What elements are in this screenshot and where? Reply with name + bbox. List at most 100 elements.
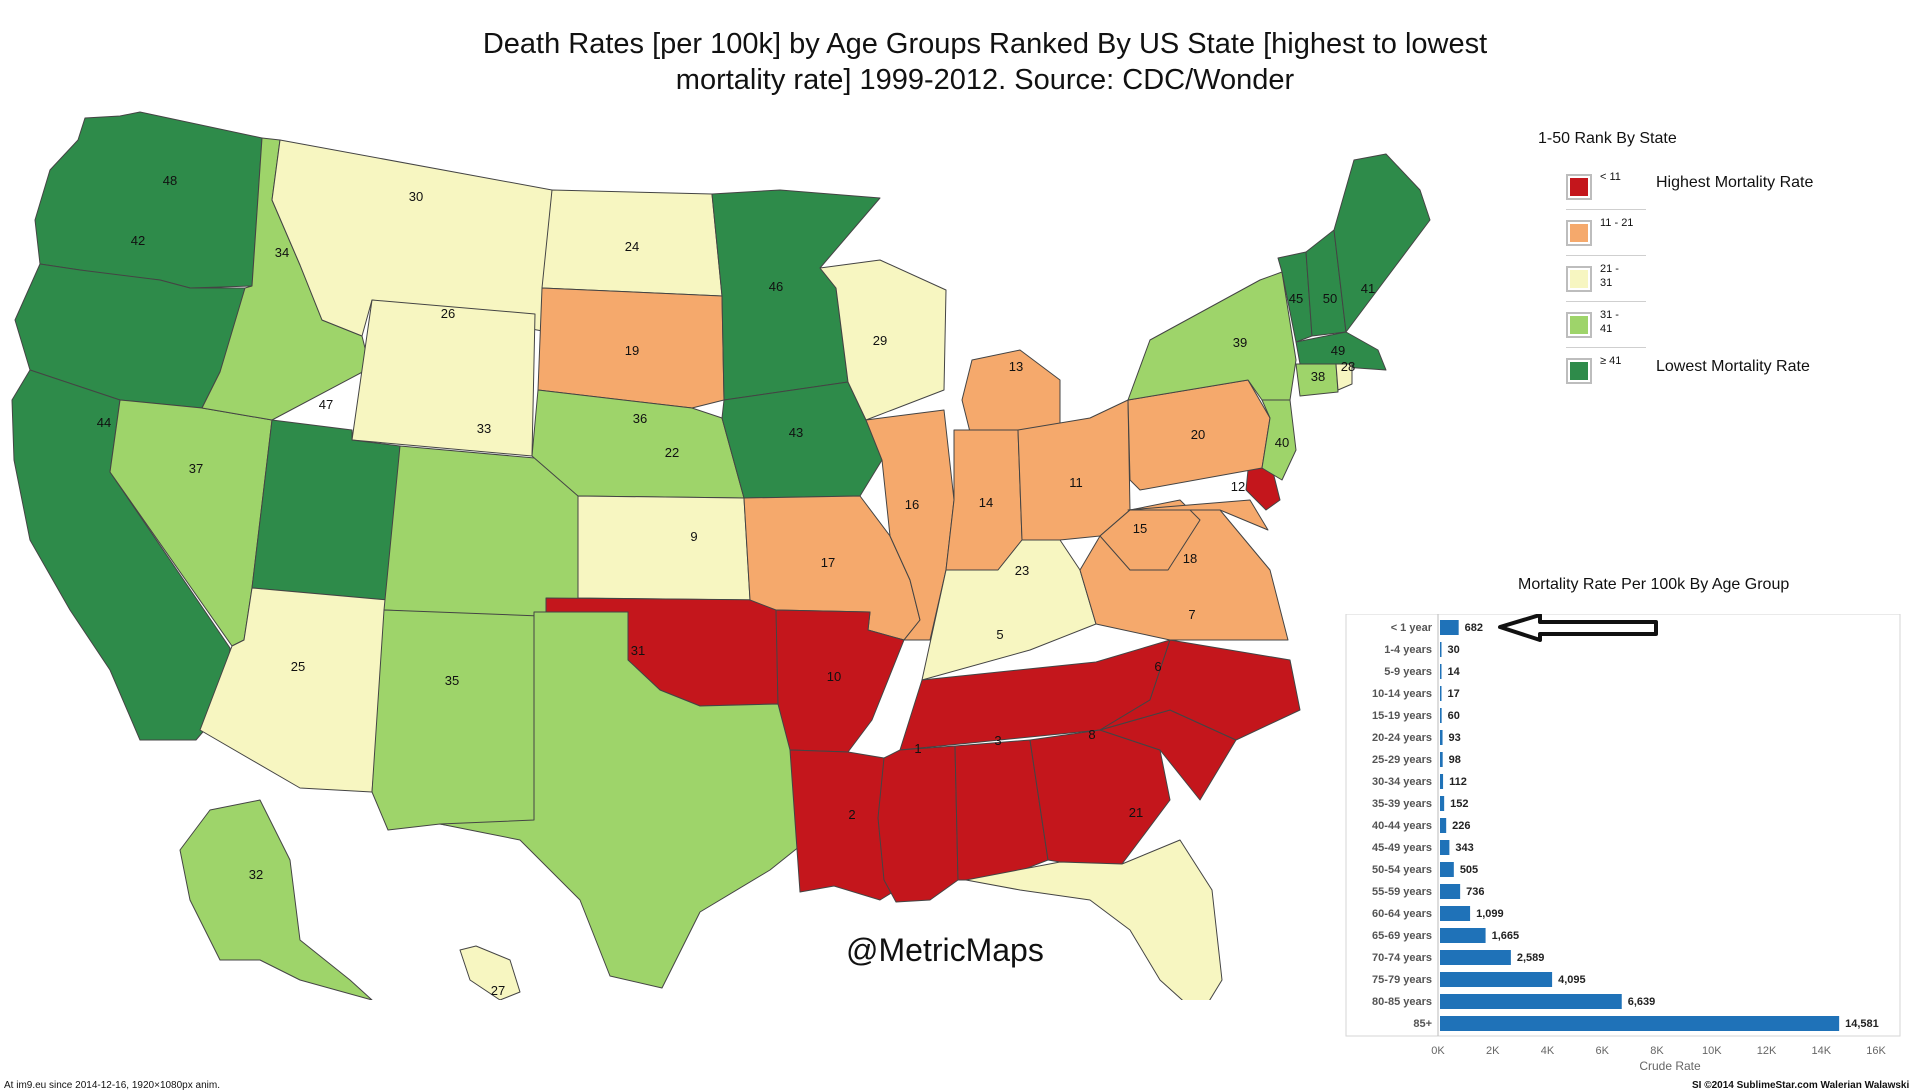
state-rank-arkansas: 10 [827, 669, 841, 684]
bar [1440, 752, 1443, 767]
legend-item: < 11 Highest Mortality Rate [1566, 168, 1866, 212]
x-tick-label: 6K [1596, 1045, 1610, 1057]
bar-value-label: 1,665 [1492, 930, 1520, 942]
bar-chart-title: Mortality Rate Per 100k By Age Group [1518, 576, 1790, 593]
state-south-dakota [537, 287, 725, 409]
state-rank-maine: 41 [1361, 281, 1375, 296]
legend-swatch [1566, 312, 1592, 338]
state-georgia [1029, 729, 1171, 865]
state-rank-washington: 48 [163, 173, 177, 188]
annotation-arrow [1498, 614, 1658, 642]
bar-category-label: 10-14 years [1372, 688, 1432, 700]
state-new-mexico [371, 609, 541, 841]
legend-range: ≥ 41 [1600, 355, 1622, 367]
bar-value-label: 226 [1452, 820, 1470, 832]
legend-item: 11 - 21 [1566, 209, 1866, 258]
bar-value-label: 112 [1449, 776, 1467, 788]
bar-category-label: 20-24 years [1372, 732, 1432, 744]
x-tick-label: 10K [1702, 1045, 1722, 1057]
bar-value-label: 93 [1449, 732, 1461, 744]
state-west-virginia [1099, 499, 1201, 571]
state-rank-hawaii: 27 [491, 983, 505, 998]
legend-swatch [1566, 220, 1592, 246]
state-arkansas [775, 609, 905, 753]
bar [1440, 906, 1471, 921]
state-rank-new-york: 39 [1233, 335, 1247, 350]
footer-right: SI ©2014 SublimeStar.com Walerian Walaws… [1692, 1080, 1910, 1091]
state-rank-south-carolina: 6 [1154, 659, 1161, 674]
bar-value-label: 4,095 [1558, 974, 1586, 986]
bar-category-label: 65-69 years [1372, 930, 1432, 942]
bar-value-label: 98 [1449, 754, 1461, 766]
state-texas [439, 611, 811, 989]
state-rank-nevada: 37 [189, 461, 203, 476]
state-kansas [577, 495, 751, 601]
state-rank-alabama: 3 [994, 733, 1001, 748]
legend-item: ≥ 41 Lowest Mortality Rate [1566, 347, 1866, 396]
x-tick-label: 4K [1541, 1045, 1555, 1057]
watermark: @MetricMaps [846, 932, 1044, 968]
bar [1440, 862, 1454, 877]
state-rank-vermont: 45 [1289, 291, 1303, 306]
bar-value-label: 14,581 [1845, 1018, 1879, 1030]
bar-category-label: 60-64 years [1372, 908, 1432, 920]
bar-category-label: 25-29 years [1372, 754, 1432, 766]
map-title-line-2: mortality rate] 1999-2012. Source: CDC/W… [675, 64, 1295, 96]
legend-swatch [1566, 266, 1592, 292]
state-rank-north-dakota: 24 [625, 239, 639, 254]
state-rank-kansas: 22 [665, 445, 679, 460]
state-maryland [1127, 499, 1269, 531]
state-rank-pennsylvania: 20 [1191, 427, 1205, 442]
x-axis-label: Crude Rate [1639, 1059, 1701, 1073]
state-alaska [179, 799, 373, 1000]
bar [1440, 884, 1461, 899]
state-rank-california: 44 [97, 415, 111, 430]
state-rank-virginia: 18 [1183, 551, 1197, 566]
state-rank-colorado: 33 [477, 421, 491, 436]
state-rank-georgia: 8 [1088, 727, 1095, 742]
bar [1440, 994, 1622, 1009]
bar-category-label: 50-54 years [1372, 864, 1432, 876]
state-rank-illinois: 16 [905, 497, 919, 512]
x-tick-label: 8K [1650, 1045, 1664, 1057]
bar-category-label: < 1 year [1391, 622, 1433, 634]
state-massachusetts [1295, 331, 1387, 371]
bar [1440, 642, 1442, 657]
map-title: Death Rates [per 100k] by Age Groups Ran… [360, 26, 1610, 98]
state-rank-wyoming: 26 [441, 306, 455, 321]
bar-value-label: 343 [1455, 842, 1473, 854]
bar-category-label: 1-4 years [1384, 644, 1432, 656]
state-rank-tennessee: 5 [996, 627, 1003, 642]
bar-value-label: 736 [1466, 886, 1484, 898]
x-tick-label: 2K [1486, 1045, 1500, 1057]
state-mississippi [877, 745, 959, 903]
bar [1440, 774, 1444, 789]
legend-item: 31 - 41 [1566, 301, 1866, 350]
state-rank-south-dakota: 19 [625, 343, 639, 358]
bar-category-label: 70-74 years [1372, 952, 1432, 964]
state-rank-oklahoma: 9 [690, 529, 697, 544]
bar-category-label: 85+ [1413, 1018, 1432, 1030]
bar-value-label: 6,639 [1628, 996, 1656, 1008]
state-rank-arizona: 25 [291, 659, 305, 674]
bar [1440, 950, 1511, 965]
bar-category-label: 45-49 years [1372, 842, 1432, 854]
state-new-york [1127, 271, 1297, 401]
state-rhode-island [1335, 363, 1353, 391]
bar-category-label: 55-59 years [1372, 886, 1432, 898]
state-rank-north-carolina: 7 [1188, 607, 1195, 622]
bar-value-label: 682 [1465, 622, 1483, 634]
state-rank-utah: 47 [319, 397, 333, 412]
bar-value-label: 505 [1460, 864, 1478, 876]
state-rank-missouri: 17 [821, 555, 835, 570]
x-tick-label: 0K [1431, 1045, 1445, 1057]
legend-item: 21 - 31 [1566, 255, 1866, 304]
bar-value-label: 17 [1448, 688, 1460, 700]
bar-chart-frame [1345, 614, 1901, 1037]
state-rank-connecticut: 38 [1311, 369, 1325, 384]
bar [1440, 708, 1442, 723]
state-illinois [865, 409, 955, 641]
us-state-map: 4842443734302647253335241936229314643171… [11, 111, 1431, 1000]
x-tick-label: 12K [1757, 1045, 1777, 1057]
bar [1440, 928, 1486, 943]
